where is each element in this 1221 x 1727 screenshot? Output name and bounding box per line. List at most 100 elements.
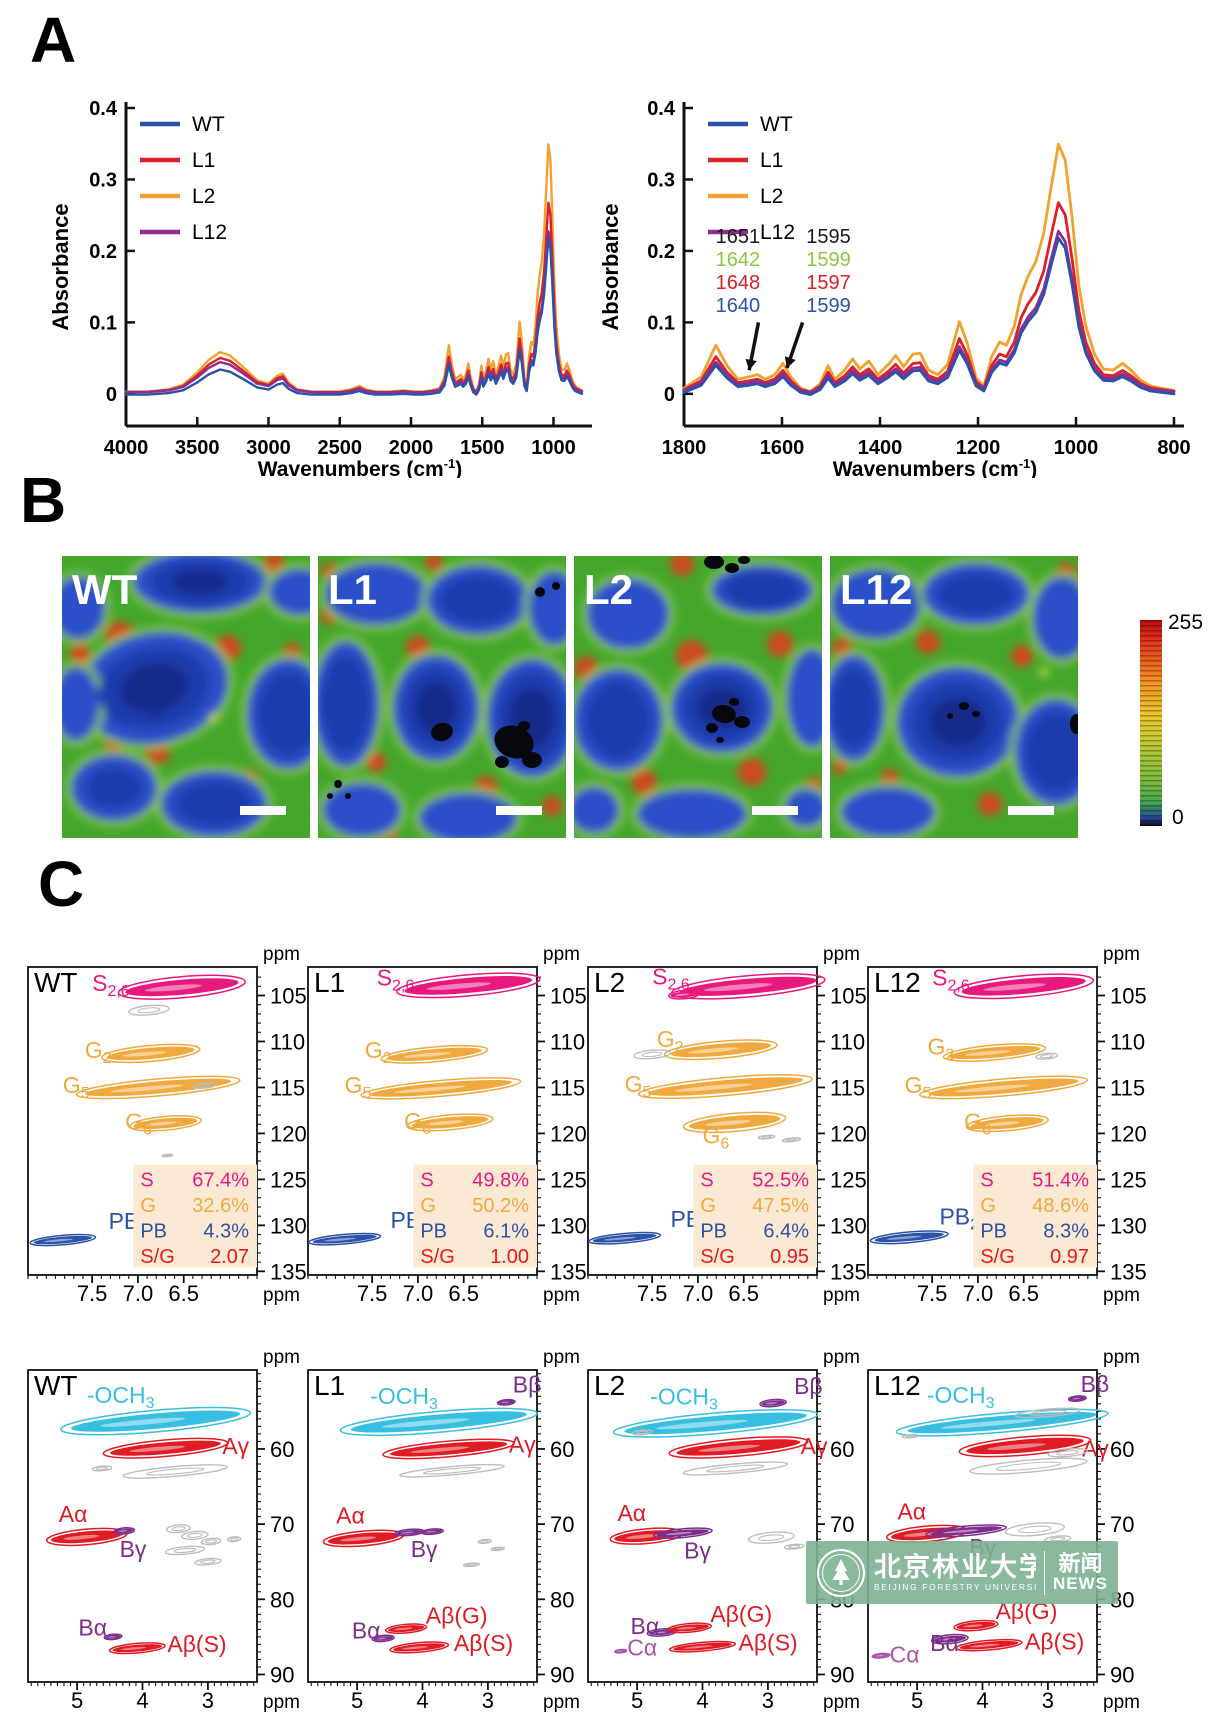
nmr-peak: [925, 1524, 1008, 1538]
map-cells: [830, 557, 1078, 838]
nmr-peak: [389, 1641, 450, 1654]
peak-label: Aβ(G): [710, 1601, 772, 1627]
peak-label: G5: [625, 1071, 652, 1101]
y-tick-label: 125: [1110, 1167, 1147, 1192]
stat-value: 48.6%: [1032, 1195, 1089, 1217]
x-tick-label: 6.5: [728, 1281, 759, 1306]
peak-label: G2: [85, 1037, 112, 1067]
x-tick-label: 7.5: [637, 1281, 668, 1306]
x-tick-label: 3: [1042, 1688, 1054, 1713]
x-tick-label: 3500: [175, 437, 220, 459]
nmr-peak: [339, 1407, 539, 1437]
nmr-peak: [371, 1634, 395, 1643]
stat-label: G: [420, 1195, 436, 1217]
y-tick-label: 120: [270, 1121, 307, 1146]
nmr-peak: [633, 1049, 672, 1060]
nmr-peak: [113, 1526, 136, 1535]
stat-label: PB: [140, 1221, 167, 1243]
peak-label: Aα: [617, 1500, 646, 1526]
stat-label: S/G: [700, 1246, 734, 1268]
nmr-peak: [871, 1652, 891, 1659]
nmr-peak: [895, 1408, 1109, 1437]
scale-bar: [752, 806, 798, 815]
plot-title: L1: [314, 1370, 345, 1401]
y-tick-label: 60: [550, 1437, 574, 1462]
nmr-peak: [108, 1642, 166, 1655]
nmr-peak: [919, 1075, 1089, 1100]
peak-label: Aγ: [1082, 1435, 1109, 1461]
y-tick-label: 0.2: [89, 241, 117, 263]
nmr-peak: [194, 1557, 222, 1566]
nmr-peak: [682, 1461, 789, 1476]
spectrum-L2: [124, 143, 584, 393]
y-tick-label: 110: [830, 1029, 865, 1054]
peak-label: S2,6: [652, 963, 690, 993]
hsqc-aromatic-l2: 105 110 115 120 125 130 135 7.5 7.0 6.5 ppm ppm L2 S2…: [587, 944, 867, 1306]
hsqc-aliphatic-wt: 60 70 80 90 5 4 3 ppm ppm WT -OCH3 Aγ Aα Bγ Bα Aβ(S): [27, 1347, 300, 1713]
x-tick-label: 1400: [858, 437, 903, 459]
stat-label: S: [700, 1170, 713, 1192]
stat-label: S: [140, 1170, 153, 1192]
y-axis-unit: ppm: [823, 944, 860, 965]
stat-value: 8.3%: [1043, 1221, 1089, 1243]
y-tick-label: 0.1: [89, 312, 117, 334]
x-tick-label: 1000: [531, 437, 576, 459]
watermark-banner: 北京林业大学 BEIJING FORESTRY UNIVERSITY 新闻 NE…: [806, 1541, 1118, 1604]
nmr-peak: [783, 1543, 805, 1550]
map-dark-patches: [327, 582, 560, 799]
nmr-peak: [420, 1528, 445, 1536]
x-tick-label: 3: [202, 1688, 214, 1713]
nmr-peak: [406, 1113, 494, 1132]
nmr-peak: [103, 1633, 123, 1641]
peak-label: Bγ: [684, 1538, 711, 1564]
x-axis-unit: ppm: [543, 1285, 580, 1306]
x-tick-label: 7.0: [403, 1281, 434, 1306]
nmr-peak: [128, 1004, 170, 1016]
hsqc-aromatic-l12: 105 110 115 120 125 130 135 7.5 7.0 6.5 ppm ppm L12 S…: [867, 944, 1147, 1306]
nmr-peak: [1014, 1407, 1082, 1419]
panel-b-label: B: [20, 464, 67, 536]
x-tick-label: 6.5: [1008, 1281, 1039, 1306]
y-axis-unit: ppm: [263, 1347, 300, 1368]
peak-label: S2,6: [377, 964, 415, 994]
spectrum-WT: [124, 236, 584, 396]
stat-value: 67.4%: [192, 1170, 249, 1192]
y-tick-label: 80: [550, 1587, 574, 1612]
stat-label: G: [700, 1195, 716, 1217]
x-axis-unit: ppm: [263, 1692, 300, 1713]
peak-label: Aβ(S): [738, 1629, 797, 1655]
map-title: WT: [72, 566, 138, 613]
spectrum-L2: [682, 142, 1176, 393]
hsqc-aliphatic-l1: 60 70 80 90 5 4 3 ppm ppm L1 Bβ -OCH3 Aγ Aα Bγ Bα Aβ(G)A…: [307, 1347, 580, 1713]
stat-value: 6.1%: [483, 1221, 529, 1243]
news-label-zh: 新闻: [1058, 1551, 1103, 1576]
x-tick-label: 1000: [1054, 437, 1099, 459]
plot-frame: [307, 966, 538, 1276]
plot-frame: [27, 966, 258, 1276]
peak-label: G5: [63, 1072, 90, 1102]
peak-label: Aα: [897, 1499, 926, 1525]
peak-label: Aβ(S): [454, 1630, 513, 1656]
y-tick-label: 105: [830, 984, 867, 1009]
stat-value: 49.8%: [472, 1170, 529, 1192]
y-tick-label: 0.4: [89, 98, 118, 120]
annotation-arrowhead: [745, 358, 757, 371]
legend-label: WT: [192, 113, 225, 136]
x-tick-label: 4: [136, 1688, 148, 1713]
peak-annotation: 1640: [716, 295, 761, 317]
nmr-peak: [102, 1437, 229, 1459]
y-tick-label: 70: [270, 1512, 294, 1537]
news-label-en: NEWS: [1053, 1574, 1108, 1593]
legend-label: L1: [760, 149, 783, 172]
plot-title: WT: [34, 1370, 78, 1401]
y-axis-unit: ppm: [543, 1347, 580, 1368]
nmr-peak: [955, 1638, 1023, 1652]
x-tick-label: 3: [762, 1688, 774, 1713]
peak-label: G6: [125, 1109, 152, 1139]
y-axis-unit: ppm: [1103, 944, 1140, 965]
x-tick-label: 7.0: [123, 1281, 154, 1306]
y-tick-label: 80: [270, 1587, 294, 1612]
stat-label: PB: [420, 1221, 447, 1243]
nmr-peak: [380, 1044, 489, 1064]
nmr-peak: [614, 1648, 628, 1654]
